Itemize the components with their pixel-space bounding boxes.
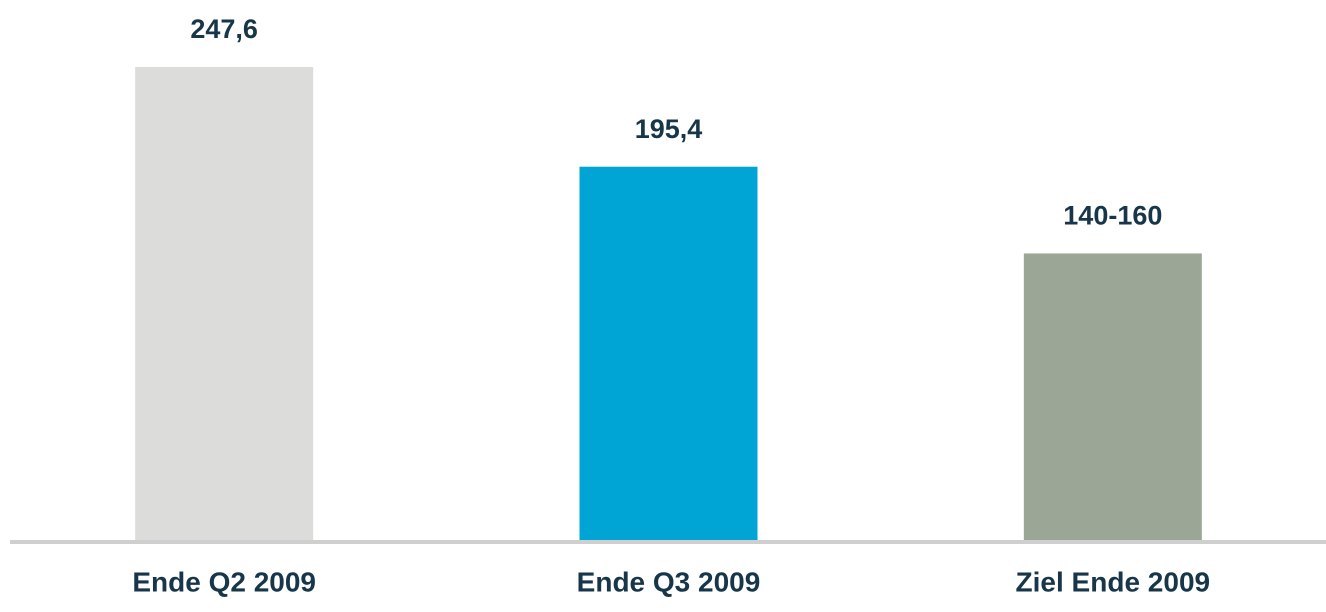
bar — [1023, 253, 1202, 541]
x-tick-label: Ziel Ende 2009 — [1016, 566, 1211, 597]
value-label: 140-160 — [1063, 201, 1162, 231]
bar — [135, 67, 314, 540]
bar — [579, 166, 758, 540]
x-tick-label: Ende Q3 2009 — [577, 566, 761, 597]
value-label: 195,4 — [635, 114, 703, 144]
x-tick-label: Ende Q2 2009 — [132, 566, 316, 597]
value-label: 247,6 — [190, 14, 258, 44]
